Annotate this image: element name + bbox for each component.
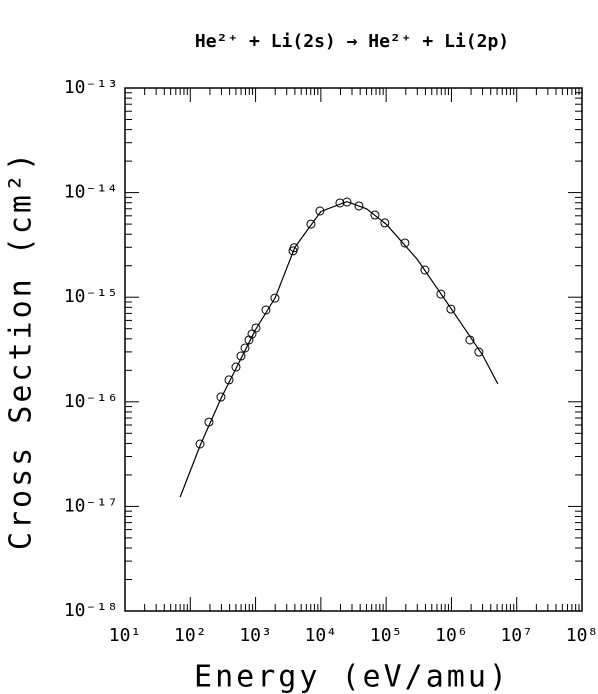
data-point <box>231 362 241 372</box>
data-point <box>380 218 390 228</box>
plot-frame <box>124 87 583 612</box>
data-point <box>436 289 446 299</box>
y-tick-label: 10⁻¹³ <box>64 77 118 98</box>
fit-line <box>179 200 499 498</box>
x-tick-label: 10⁷ <box>500 625 533 646</box>
data-point <box>315 206 325 216</box>
chart-title: He²⁺ + Li(2s) → He²⁺ + Li(2p) <box>195 31 509 52</box>
x-tick-label: 10⁵ <box>370 625 403 646</box>
y-tick-label: 10⁻¹⁵ <box>64 286 118 307</box>
data-point <box>236 351 246 361</box>
data-point <box>216 392 226 402</box>
data-point <box>400 238 410 248</box>
x-tick-label: 10⁸ <box>566 625 598 646</box>
data-point <box>420 265 430 275</box>
data-point <box>261 305 271 315</box>
y-tick-label: 10⁻¹⁸ <box>64 600 118 621</box>
data-point <box>224 375 234 385</box>
x-axis-label: Energy (eV/amu) <box>194 660 510 694</box>
y-tick-label: 10⁻¹⁶ <box>64 391 118 412</box>
y-tick-label: 10⁻¹⁷ <box>64 495 118 516</box>
data-point <box>342 197 352 207</box>
x-tick-label: 10¹ <box>109 625 142 646</box>
data-point <box>306 219 316 229</box>
x-tick-label: 10³ <box>239 625 272 646</box>
data-point <box>474 347 484 357</box>
x-tick-label: 10⁴ <box>305 625 338 646</box>
y-axis-label: Cross Section (cm²) <box>4 150 39 550</box>
x-tick-label: 10⁶ <box>435 625 468 646</box>
x-tick-label: 10² <box>174 625 207 646</box>
data-point <box>354 201 364 211</box>
data-point <box>240 343 250 353</box>
data-point <box>195 439 205 449</box>
data-point <box>370 210 380 220</box>
data-point <box>270 293 280 303</box>
data-point <box>251 323 261 333</box>
data-point <box>289 243 299 253</box>
y-tick-label: 10⁻¹⁴ <box>64 182 118 203</box>
data-point <box>446 304 456 314</box>
